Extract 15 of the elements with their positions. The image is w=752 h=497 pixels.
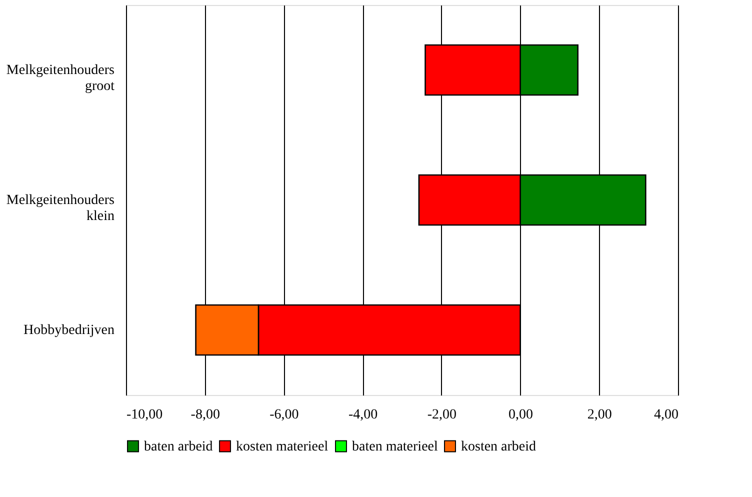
x-tick-label: -2,00 — [427, 408, 457, 422]
x-tick-label: 2,00 — [587, 408, 612, 422]
x-tick-label: -4,00 — [348, 408, 378, 422]
x-tick-label: -10,00 — [126, 408, 163, 422]
x-tick-label: -8,00 — [190, 408, 220, 422]
y-tick-label: Melkgeitenhouders groot — [6, 63, 115, 94]
legend-label: baten materieel — [352, 439, 438, 454]
legend-label: baten arbeid — [144, 439, 213, 454]
legend-label: kosten arbeid — [461, 439, 536, 454]
x-tick-label: 4,00 — [654, 408, 678, 422]
x-tick-label: -6,00 — [270, 408, 299, 422]
legend-label: kosten materieel — [236, 439, 328, 454]
y-tick-label: Hobbybedrijven — [24, 323, 114, 338]
y-tick-label: Melkgeitenhouders klein — [6, 193, 114, 224]
x-tick-label: 0,00 — [508, 408, 534, 422]
